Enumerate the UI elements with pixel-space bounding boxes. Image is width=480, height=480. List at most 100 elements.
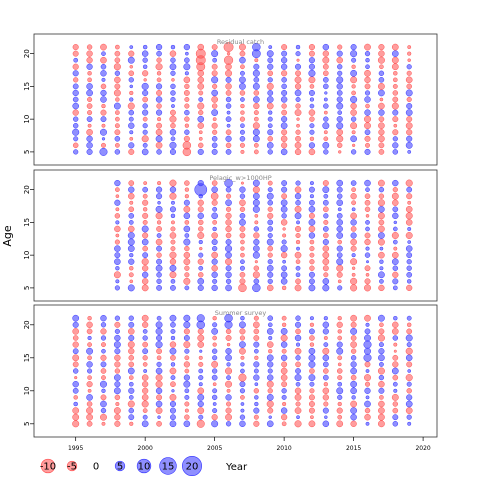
y-tick-label: 15 bbox=[23, 353, 31, 362]
data-point bbox=[197, 199, 204, 206]
data-point bbox=[267, 77, 273, 83]
data-point bbox=[350, 149, 357, 155]
data-point bbox=[239, 388, 246, 394]
data-point bbox=[268, 335, 273, 341]
data-point bbox=[183, 361, 190, 368]
data-point bbox=[72, 368, 79, 374]
data-point bbox=[101, 421, 106, 426]
data-point bbox=[170, 226, 176, 232]
data-point bbox=[377, 420, 385, 428]
data-point bbox=[225, 219, 232, 226]
data-point bbox=[169, 400, 176, 408]
data-point bbox=[365, 322, 370, 327]
data-point bbox=[281, 109, 288, 116]
data-point bbox=[129, 421, 134, 426]
data-point bbox=[296, 58, 300, 62]
data-point bbox=[156, 258, 163, 265]
data-point bbox=[280, 245, 288, 253]
data-point bbox=[253, 374, 260, 381]
data-point bbox=[294, 148, 302, 156]
data-point bbox=[336, 321, 343, 328]
data-point bbox=[336, 271, 343, 278]
data-point bbox=[350, 212, 357, 220]
data-point bbox=[294, 334, 302, 342]
data-point bbox=[295, 355, 301, 361]
data-point bbox=[128, 220, 134, 225]
data-point bbox=[337, 110, 343, 115]
data-point bbox=[295, 315, 301, 321]
data-point bbox=[253, 368, 259, 374]
data-point bbox=[379, 64, 384, 70]
data-point bbox=[142, 414, 148, 420]
data-point bbox=[72, 89, 79, 97]
data-point bbox=[240, 123, 245, 128]
data-point bbox=[267, 90, 274, 96]
data-point bbox=[129, 45, 134, 49]
data-point bbox=[142, 408, 148, 413]
data-point bbox=[114, 179, 121, 187]
data-point bbox=[225, 348, 232, 355]
data-point bbox=[392, 199, 399, 206]
data-point bbox=[364, 400, 371, 408]
data-point bbox=[364, 314, 371, 322]
data-point bbox=[225, 328, 232, 335]
data-point bbox=[365, 142, 370, 148]
data-point bbox=[225, 225, 232, 233]
data-point bbox=[308, 142, 316, 149]
data-point bbox=[322, 63, 329, 70]
data-point bbox=[86, 128, 93, 136]
data-point bbox=[184, 194, 189, 199]
data-point bbox=[308, 148, 316, 156]
data-point bbox=[336, 128, 344, 136]
x-tick-label: 2010 bbox=[276, 445, 291, 452]
data-point bbox=[170, 220, 175, 225]
data-point bbox=[72, 413, 80, 421]
data-point bbox=[295, 129, 301, 135]
data-point bbox=[294, 407, 302, 414]
data-point bbox=[171, 78, 175, 82]
data-point bbox=[308, 284, 316, 292]
data-point bbox=[240, 64, 245, 70]
data-point bbox=[224, 313, 233, 323]
data-point bbox=[198, 226, 204, 232]
data-point bbox=[337, 70, 343, 76]
data-point bbox=[266, 50, 274, 58]
data-point bbox=[114, 361, 121, 368]
data-point bbox=[142, 219, 148, 225]
data-point bbox=[336, 264, 344, 272]
data-point bbox=[211, 180, 218, 186]
data-point bbox=[141, 238, 149, 246]
data-point bbox=[86, 89, 93, 97]
data-point bbox=[86, 116, 93, 123]
data-point bbox=[337, 362, 342, 367]
data-point bbox=[392, 265, 399, 271]
data-point bbox=[142, 348, 149, 355]
data-point bbox=[197, 148, 204, 155]
data-point bbox=[253, 265, 260, 271]
panel-frame bbox=[33, 304, 438, 438]
data-point bbox=[239, 193, 246, 199]
data-point bbox=[73, 149, 79, 155]
data-point bbox=[280, 219, 288, 226]
data-point bbox=[141, 400, 149, 408]
data-point bbox=[155, 321, 163, 329]
data-point bbox=[128, 315, 134, 321]
data-point bbox=[393, 315, 398, 321]
legend-entry: -10 bbox=[40, 458, 56, 474]
y-tick-label: 10 bbox=[23, 251, 31, 260]
data-point bbox=[184, 103, 190, 109]
data-point bbox=[141, 135, 149, 143]
data-point bbox=[155, 109, 163, 116]
data-point bbox=[309, 199, 315, 206]
data-point bbox=[254, 58, 259, 63]
data-point bbox=[391, 232, 399, 239]
data-point bbox=[197, 278, 205, 285]
data-point bbox=[156, 315, 162, 321]
data-point bbox=[391, 102, 399, 110]
data-point bbox=[294, 186, 302, 193]
data-point bbox=[365, 226, 370, 232]
data-point bbox=[86, 83, 93, 90]
data-point bbox=[101, 137, 106, 141]
data-point bbox=[239, 50, 246, 57]
data-point bbox=[101, 375, 106, 381]
